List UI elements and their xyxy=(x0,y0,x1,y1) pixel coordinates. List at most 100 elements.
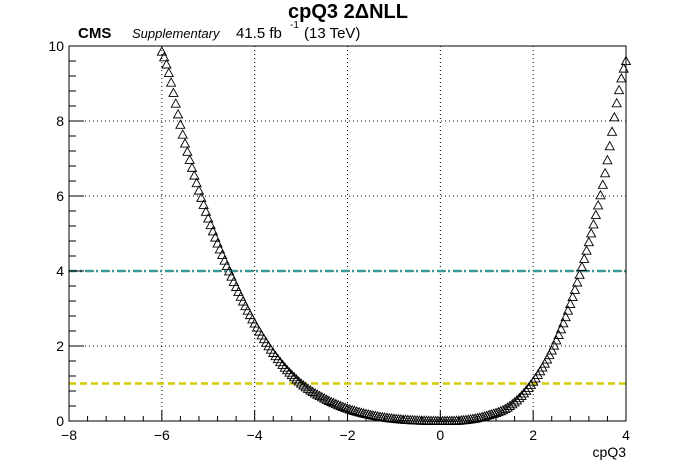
data-point xyxy=(291,373,302,384)
data-point xyxy=(604,140,616,151)
data-point xyxy=(286,369,298,380)
data-point xyxy=(585,227,597,238)
data-point xyxy=(581,245,592,255)
data-point xyxy=(293,376,305,386)
x-tick-label: −2 xyxy=(340,427,356,443)
data-point xyxy=(493,406,504,417)
data-point xyxy=(196,192,207,202)
data-point xyxy=(353,406,365,417)
data-point xyxy=(279,362,291,372)
data-point xyxy=(163,67,175,78)
data-point xyxy=(214,243,226,254)
data-point xyxy=(571,276,583,287)
data-point xyxy=(191,177,202,188)
data-point xyxy=(305,384,316,395)
data-point xyxy=(193,185,205,195)
data-point xyxy=(337,401,349,411)
y-tick-label: 2 xyxy=(56,338,64,354)
data-point xyxy=(611,97,622,108)
data-point xyxy=(558,317,569,328)
data-point xyxy=(205,219,216,230)
data-point xyxy=(182,146,193,156)
data-point xyxy=(562,305,574,315)
data-point xyxy=(274,356,286,367)
x-tick-label: 2 xyxy=(529,427,537,443)
data-point xyxy=(179,138,191,148)
data-point xyxy=(328,397,339,408)
data-point xyxy=(170,98,182,108)
data-point xyxy=(567,291,578,302)
data-point xyxy=(555,323,567,334)
data-point xyxy=(272,353,284,364)
data-point xyxy=(574,269,585,279)
data-point xyxy=(321,394,332,404)
data-point xyxy=(226,271,237,281)
x-tick-label: −6 xyxy=(154,427,170,443)
data-point xyxy=(325,396,337,407)
data-point xyxy=(242,305,253,315)
data-point xyxy=(578,253,590,263)
data-point xyxy=(516,390,527,400)
data-point xyxy=(316,391,328,402)
data-point xyxy=(358,407,370,418)
luminosity-exponent: -1 xyxy=(290,20,299,31)
data-point xyxy=(212,238,223,248)
data-point xyxy=(597,179,609,189)
data-point xyxy=(548,340,560,350)
data-point xyxy=(323,395,335,405)
y-tick-label: 4 xyxy=(56,263,64,279)
data-point xyxy=(486,408,497,419)
x-tick-label: −4 xyxy=(247,427,263,443)
data-point xyxy=(518,387,530,398)
data-point xyxy=(233,286,244,296)
data-point xyxy=(479,411,490,421)
data-point xyxy=(189,170,200,180)
supplementary-label: Supplementary xyxy=(132,26,221,41)
data-point xyxy=(302,383,314,393)
data-point xyxy=(613,84,625,95)
grid xyxy=(68,45,627,422)
data-point xyxy=(207,225,219,236)
data-point xyxy=(551,334,562,345)
experiment-label: CMS xyxy=(78,25,111,42)
data-point xyxy=(335,400,346,411)
data-point xyxy=(156,46,168,56)
y-tick-label: 10 xyxy=(48,38,64,54)
data-point xyxy=(298,379,309,390)
data-point xyxy=(544,349,555,360)
y-tick-label: 8 xyxy=(56,113,64,129)
data-points xyxy=(156,46,632,426)
data-point xyxy=(483,409,495,420)
data-point xyxy=(565,298,576,308)
data-point xyxy=(546,345,557,355)
data-point xyxy=(312,389,323,399)
data-point xyxy=(592,199,604,210)
data-point xyxy=(314,390,325,401)
data-point xyxy=(332,399,344,410)
data-point xyxy=(295,378,307,388)
data-point xyxy=(513,392,525,403)
data-point xyxy=(367,410,379,420)
data-point xyxy=(583,236,595,247)
data-point xyxy=(221,260,233,271)
data-point xyxy=(520,385,532,395)
data-point xyxy=(502,402,513,412)
data-point xyxy=(161,58,172,69)
data-point xyxy=(609,111,620,122)
luminosity-label: 41.5 fb xyxy=(236,25,282,42)
axes: −8 −6 −4 −2 0 2 4 0 2 4 6 8 10 xyxy=(48,38,630,443)
data-point xyxy=(588,218,599,229)
data-point xyxy=(500,403,511,414)
x-axis-label: cpQ3 xyxy=(593,444,627,460)
chart-title: cpQ3 2ΔNLL xyxy=(288,1,408,23)
data-point xyxy=(553,329,564,339)
data-point xyxy=(175,119,186,129)
data-point xyxy=(488,408,499,418)
data-point xyxy=(525,379,537,389)
data-point xyxy=(511,394,523,405)
data-point xyxy=(351,406,363,416)
x-tick-label: −8 xyxy=(61,427,77,443)
data-point xyxy=(344,403,356,414)
data-point xyxy=(186,162,198,172)
data-point xyxy=(307,386,318,396)
